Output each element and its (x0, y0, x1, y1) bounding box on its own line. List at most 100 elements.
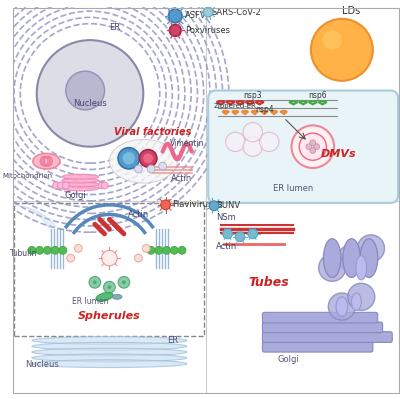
Circle shape (178, 247, 186, 254)
Text: ER lumen: ER lumen (72, 297, 108, 306)
Circle shape (209, 201, 219, 211)
Text: Spherules: Spherules (78, 311, 141, 321)
Ellipse shape (32, 360, 187, 367)
Circle shape (122, 280, 126, 284)
Text: Poxviruses: Poxviruses (185, 26, 230, 35)
Circle shape (102, 250, 117, 266)
Text: Tubulin: Tubulin (10, 249, 38, 258)
Ellipse shape (109, 139, 177, 183)
Circle shape (310, 148, 316, 154)
Circle shape (58, 182, 64, 189)
Circle shape (348, 283, 375, 310)
Circle shape (319, 254, 346, 281)
Text: ER: ER (109, 23, 120, 32)
Circle shape (243, 137, 262, 156)
Circle shape (51, 247, 59, 254)
Circle shape (142, 245, 150, 252)
Circle shape (59, 247, 67, 254)
Circle shape (134, 165, 142, 173)
Circle shape (203, 7, 213, 17)
Bar (12, 7, 206, 201)
Circle shape (235, 232, 245, 242)
Text: Zippered-ER: Zippered-ER (214, 103, 257, 109)
Circle shape (74, 245, 82, 252)
Text: Nucleus: Nucleus (73, 99, 107, 108)
Ellipse shape (32, 348, 187, 356)
Circle shape (338, 245, 365, 272)
FancyBboxPatch shape (208, 91, 398, 203)
FancyBboxPatch shape (262, 322, 382, 333)
Ellipse shape (32, 342, 187, 350)
Text: Golgi: Golgi (65, 191, 86, 200)
Text: NSm: NSm (216, 213, 236, 222)
Circle shape (292, 125, 334, 168)
Circle shape (328, 293, 356, 320)
Text: BUNV: BUNV (216, 201, 240, 210)
Ellipse shape (112, 294, 122, 299)
Bar (206, 201, 400, 394)
Circle shape (118, 148, 140, 169)
Ellipse shape (62, 182, 99, 187)
FancyBboxPatch shape (262, 342, 373, 352)
FancyBboxPatch shape (262, 332, 392, 342)
Circle shape (357, 235, 384, 262)
Ellipse shape (32, 337, 187, 344)
Bar (14, 203, 204, 336)
Text: SARS-CoV-2: SARS-CoV-2 (211, 8, 261, 16)
Circle shape (311, 19, 373, 81)
Circle shape (122, 152, 136, 165)
Circle shape (243, 122, 262, 142)
Circle shape (28, 247, 36, 254)
Ellipse shape (62, 178, 99, 183)
Circle shape (134, 254, 142, 262)
Text: Vimentin: Vimentin (170, 139, 204, 148)
Circle shape (62, 182, 69, 189)
Text: Actin: Actin (128, 210, 149, 219)
Text: LDs: LDs (342, 6, 361, 16)
Ellipse shape (343, 239, 360, 277)
Text: nsp3: nsp3 (244, 91, 262, 100)
Circle shape (170, 247, 178, 254)
Text: Flaviviruses: Flaviviruses (172, 200, 222, 209)
Circle shape (89, 277, 101, 288)
Ellipse shape (62, 186, 99, 191)
Circle shape (322, 30, 342, 50)
Circle shape (314, 144, 320, 150)
Circle shape (140, 150, 157, 167)
Ellipse shape (32, 354, 187, 362)
Ellipse shape (33, 154, 60, 169)
Circle shape (168, 9, 182, 23)
Text: Mitochondrion: Mitochondrion (2, 173, 52, 179)
Text: Viral factories: Viral factories (114, 127, 192, 137)
Circle shape (260, 132, 279, 152)
Circle shape (159, 162, 166, 170)
Text: Nucleus: Nucleus (25, 360, 58, 369)
Circle shape (223, 229, 232, 239)
Ellipse shape (356, 256, 366, 280)
Circle shape (98, 182, 105, 189)
Circle shape (163, 247, 170, 254)
Ellipse shape (336, 297, 348, 316)
Circle shape (155, 247, 163, 254)
Ellipse shape (360, 239, 378, 277)
Circle shape (310, 140, 316, 146)
Ellipse shape (324, 239, 341, 277)
Circle shape (226, 132, 245, 152)
Circle shape (36, 247, 44, 254)
Circle shape (147, 247, 155, 254)
Text: ASFV: ASFV (185, 12, 206, 20)
Text: nsp6: nsp6 (308, 91, 327, 100)
Circle shape (248, 229, 258, 239)
Circle shape (93, 280, 97, 284)
Ellipse shape (96, 292, 113, 301)
Ellipse shape (66, 71, 104, 110)
Ellipse shape (37, 40, 143, 147)
Circle shape (44, 247, 51, 254)
Circle shape (67, 254, 74, 262)
Ellipse shape (62, 174, 99, 179)
Circle shape (108, 285, 111, 289)
Text: Golgi: Golgi (278, 356, 300, 364)
FancyBboxPatch shape (262, 312, 378, 323)
Circle shape (53, 182, 60, 189)
Text: ER: ER (167, 336, 178, 345)
